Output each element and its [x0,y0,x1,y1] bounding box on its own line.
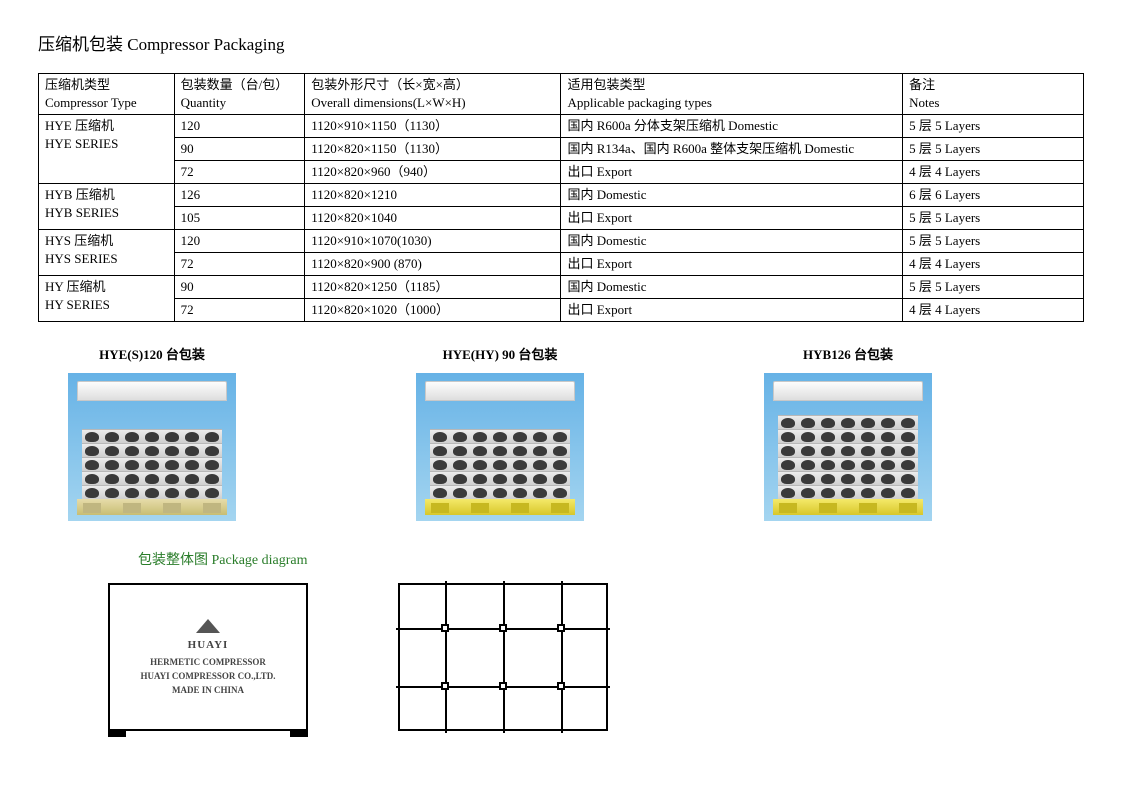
pallet-row: HYE(S)120 台包装 HYE(HY) 90 台包装 HYB126 台包装 [38,344,1084,521]
cell-type: HYE 压缩机HYE SERIES [39,115,175,184]
cell-dim: 1120×910×1150（1130） [305,115,561,138]
cell-dim: 1120×820×1020（1000） [305,299,561,322]
cell-type: HYS 压缩机HYS SERIES [39,230,175,276]
pallet-block: HYB126 台包装 [764,344,932,521]
table-row: 901120×820×1150（1130）国内 R134a、国内 R600a 整… [39,138,1084,161]
huayi-logo-icon [196,619,220,635]
packaging-table: 压缩机类型 Compressor Type 包装数量（台/包） Quantity… [38,73,1084,322]
cell-notes: 6 层 6 Layers [903,184,1084,207]
cell-app: 出口 Export [561,161,903,184]
package-diagram-title: 包装整体图 Package diagram [138,549,1084,569]
cell-app: 出口 Export [561,207,903,230]
pallet-caption: HYE(S)120 台包装 [68,344,236,363]
table-row: 721120×820×960（940）出口 Export4 层 4 Layers [39,161,1084,184]
cell-qty: 105 [174,207,305,230]
package-box-diagram: HUAYI HERMETIC COMPRESSOR HUAYI COMPRESS… [108,583,308,731]
cell-type: HYB 压缩机HYB SERIES [39,184,175,230]
table-row: HYS 压缩机HYS SERIES1201120×910×1070(1030)国… [39,230,1084,253]
cell-type: HY 压缩机HY SERIES [39,276,175,322]
cell-app: 出口 Export [561,299,903,322]
cell-qty: 126 [174,184,305,207]
cell-dim: 1120×820×900 (870) [305,253,561,276]
diagram-row: HUAYI HERMETIC COMPRESSOR HUAYI COMPRESS… [38,583,1084,731]
cell-dim: 1120×820×960（940） [305,161,561,184]
box-tab [108,729,126,737]
cell-app: 国内 Domestic [561,276,903,299]
th-qty: 包装数量（台/包） Quantity [174,74,305,115]
cell-qty: 120 [174,230,305,253]
pallet-block: HYE(S)120 台包装 [68,344,236,521]
pallet-caption: HYB126 台包装 [764,344,932,363]
cell-dim: 1120×820×1040 [305,207,561,230]
cell-notes: 5 层 5 Layers [903,138,1084,161]
table-row: HYB 压缩机HYB SERIES1261120×820×1210国内 Dome… [39,184,1084,207]
table-row: 1051120×820×1040出口 Export5 层 5 Layers [39,207,1084,230]
box-tab [290,729,308,737]
cell-app: 出口 Export [561,253,903,276]
cell-notes: 4 层 4 Layers [903,253,1084,276]
th-notes: 备注 Notes [903,74,1084,115]
cell-notes: 4 层 4 Layers [903,299,1084,322]
box-line3: MADE IN CHINA [172,685,244,695]
cell-qty: 120 [174,115,305,138]
strap-diagram [398,583,608,731]
cell-notes: 5 层 5 Layers [903,276,1084,299]
cell-notes: 5 层 5 Layers [903,207,1084,230]
pallet-image [416,373,584,521]
table-row: 721120×820×1020（1000）出口 Export4 层 4 Laye… [39,299,1084,322]
cell-notes: 4 层 4 Layers [903,161,1084,184]
pallet-image [764,373,932,521]
cell-notes: 5 层 5 Layers [903,230,1084,253]
cell-dim: 1120×820×1250（1185） [305,276,561,299]
cell-qty: 72 [174,161,305,184]
pallet-caption: HYE(HY) 90 台包装 [416,344,584,363]
cell-notes: 5 层 5 Layers [903,115,1084,138]
th-app: 适用包装类型 Applicable packaging types [561,74,903,115]
box-line1: HERMETIC COMPRESSOR [150,657,266,667]
cell-qty: 72 [174,253,305,276]
table-row: 721120×820×900 (870)出口 Export4 层 4 Layer… [39,253,1084,276]
box-line2: HUAYI COMPRESSOR CO.,LTD. [140,671,275,681]
th-dim: 包装外形尺寸（长×宽×高） Overall dimensions(L×W×H) [305,74,561,115]
cell-dim: 1120×820×1150（1130） [305,138,561,161]
pallet-block: HYE(HY) 90 台包装 [416,344,584,521]
brand-label: HUAYI [188,639,229,651]
page-title: 压缩机包装 Compressor Packaging [38,30,1084,55]
cell-dim: 1120×820×1210 [305,184,561,207]
cell-qty: 72 [174,299,305,322]
th-type: 压缩机类型 Compressor Type [39,74,175,115]
cell-dim: 1120×910×1070(1030) [305,230,561,253]
table-row: HY 压缩机HY SERIES901120×820×1250（1185）国内 D… [39,276,1084,299]
cell-app: 国内 R600a 分体支架压缩机 Domestic [561,115,903,138]
cell-qty: 90 [174,138,305,161]
cell-app: 国内 R134a、国内 R600a 整体支架压缩机 Domestic [561,138,903,161]
pallet-image [68,373,236,521]
cell-qty: 90 [174,276,305,299]
cell-app: 国内 Domestic [561,184,903,207]
table-row: HYE 压缩机HYE SERIES1201120×910×1150（1130）国… [39,115,1084,138]
cell-app: 国内 Domestic [561,230,903,253]
